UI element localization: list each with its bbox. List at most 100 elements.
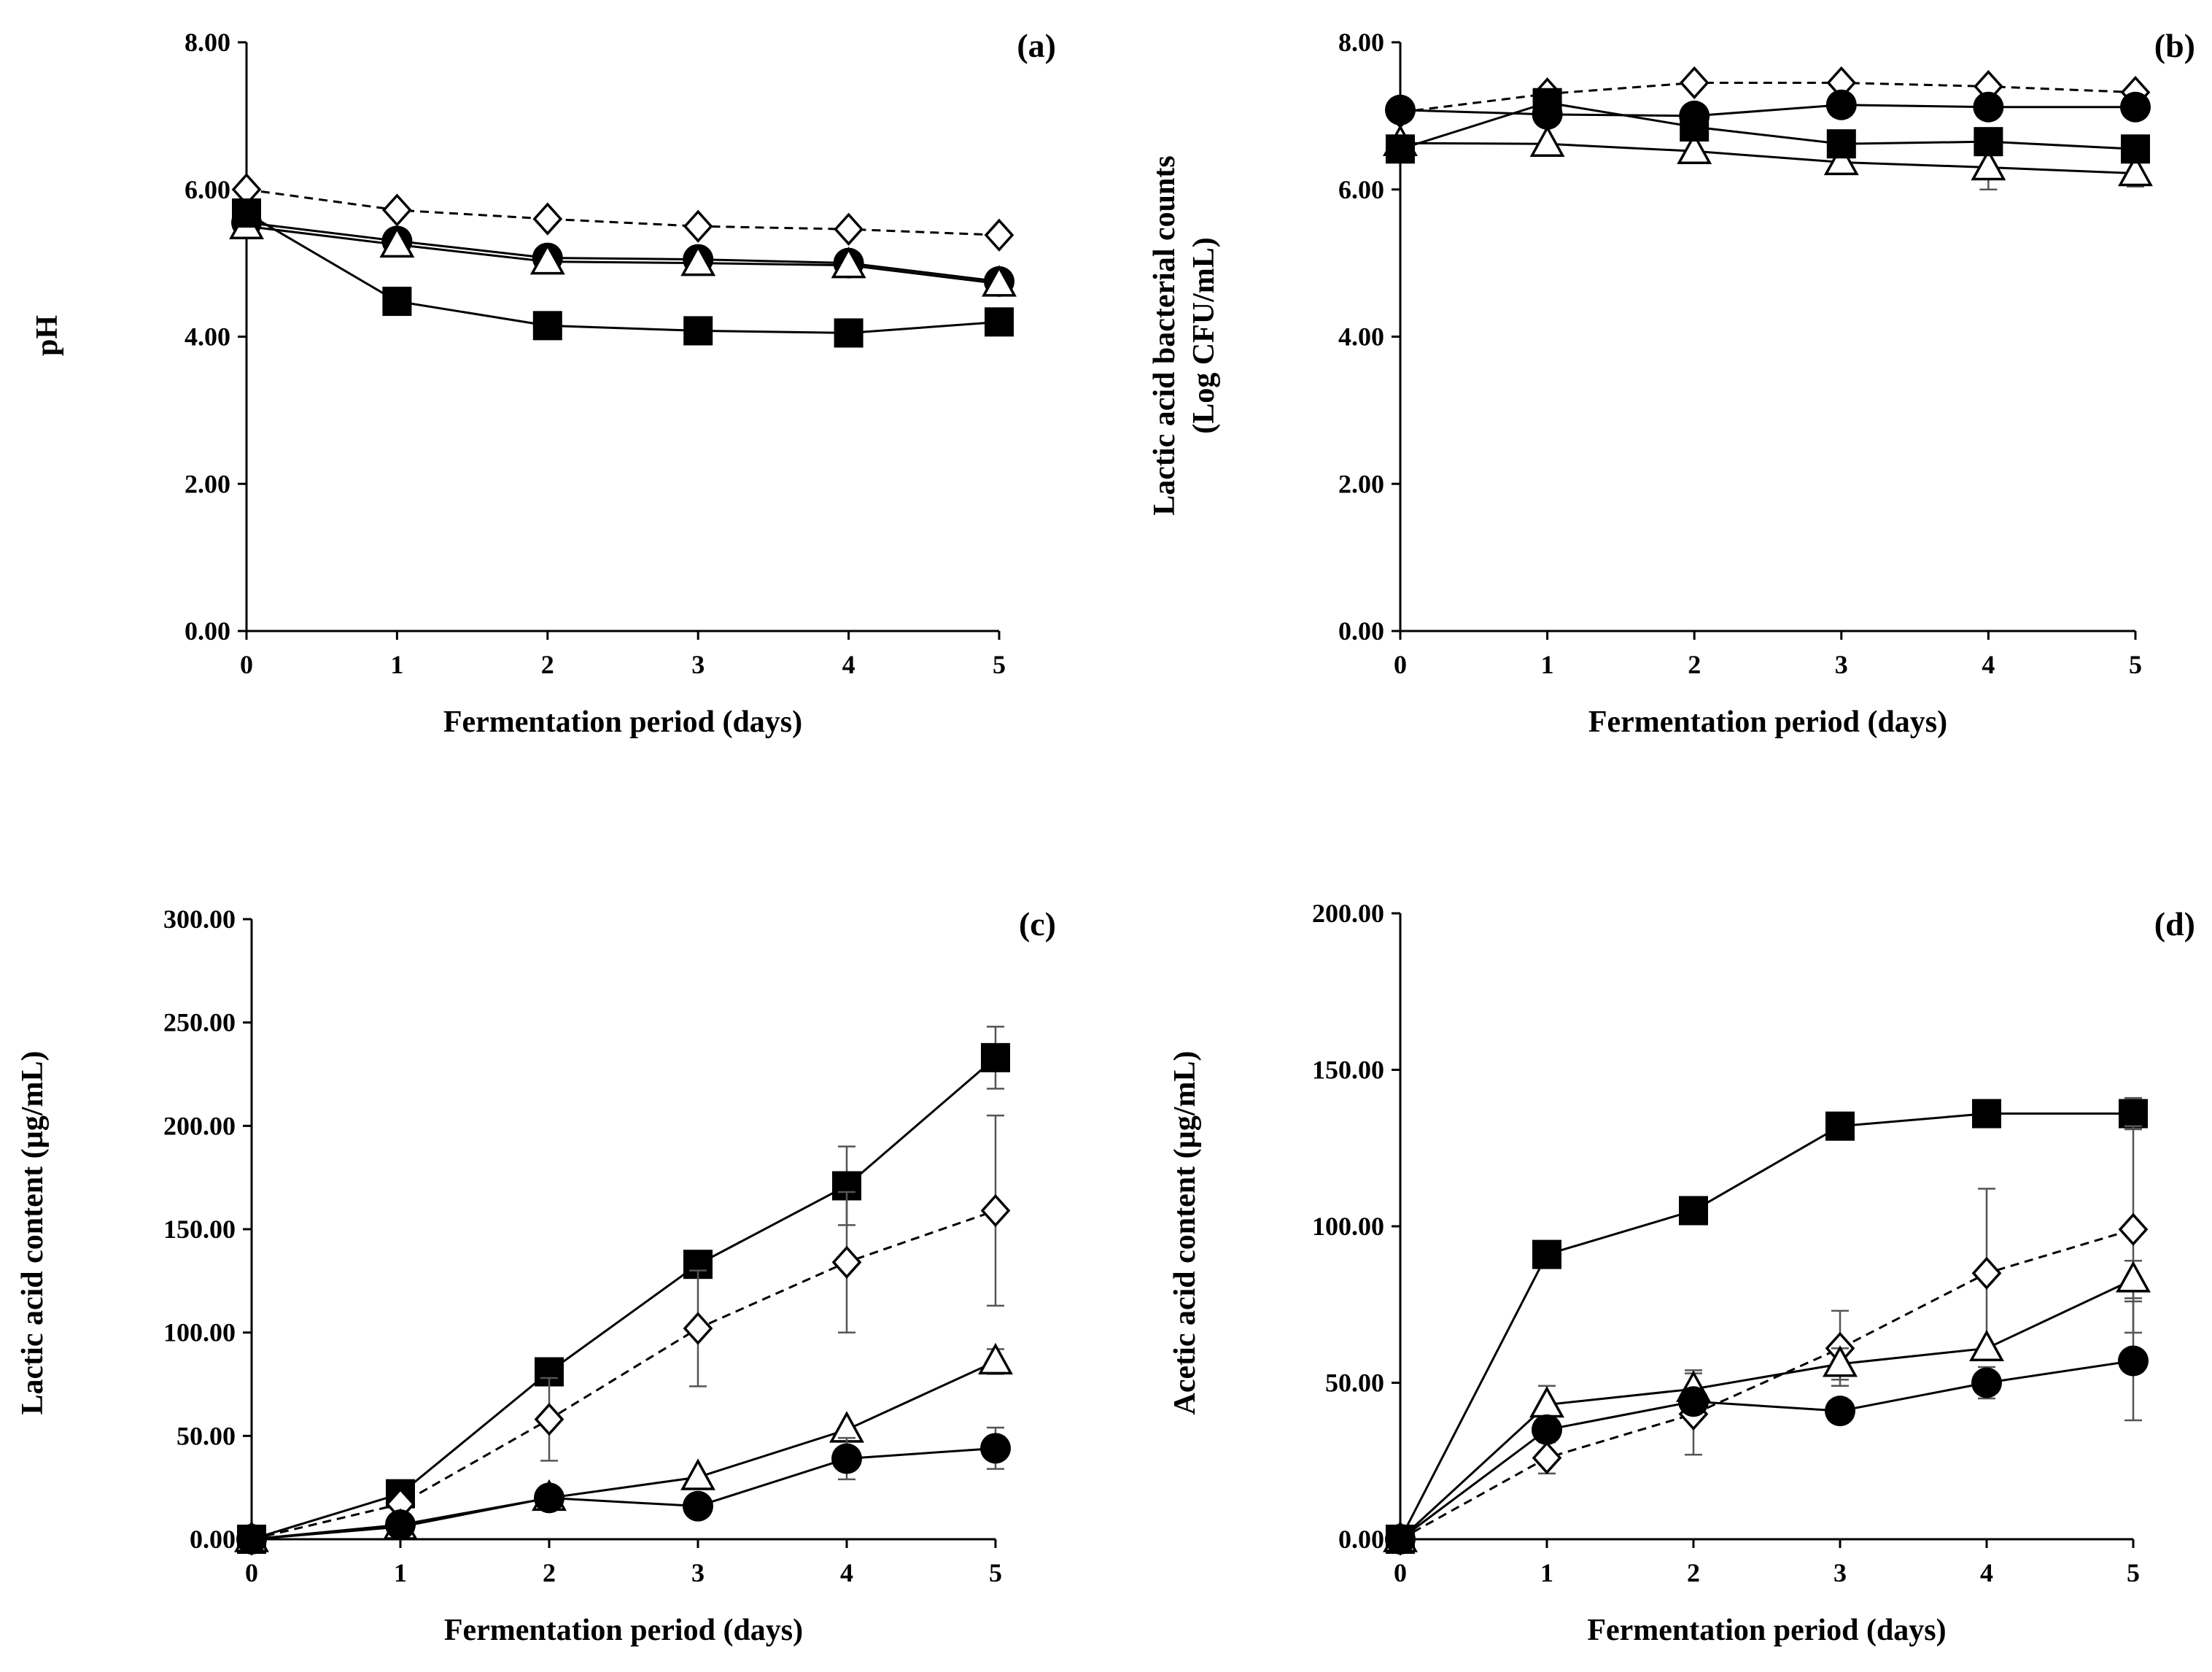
x-tick-label: 0: [245, 1558, 258, 1587]
series-circle-filled: [231, 207, 1014, 297]
y-tick-label: 6.00: [185, 175, 230, 204]
data-point-circle-filled: [1971, 1367, 2002, 1398]
series-square-filled: [232, 198, 1014, 348]
x-tick-label: 1: [1541, 650, 1554, 679]
data-point-diamond-open: [834, 212, 864, 246]
series-line: [251, 1210, 996, 1541]
x-tick-label: 5: [2127, 1558, 2140, 1587]
y-tick-label: 4.00: [185, 322, 230, 352]
y-tick-label: 300.00: [163, 905, 236, 934]
panel-label: (b): [2154, 27, 2195, 64]
data-point-circle-filled: [1825, 89, 1857, 120]
series-square-filled: [1386, 88, 2150, 164]
y-tick-label: 4.00: [1338, 322, 1384, 352]
data-point-circle-filled: [683, 1490, 713, 1522]
data-point-triangle-open: [1823, 1345, 1858, 1377]
data-point-square-filled: [1974, 127, 2003, 157]
data-point-square-filled: [1532, 88, 1562, 117]
y-tick-label: 150.00: [163, 1215, 236, 1244]
series-triangle-open: [234, 1342, 1013, 1552]
x-tick-label: 4: [1980, 1558, 1993, 1587]
data-point-diamond-open: [980, 1193, 1011, 1228]
series-line: [246, 221, 1000, 283]
data-point-diamond-open: [683, 1312, 713, 1345]
x-tick-label: 0: [1394, 650, 1407, 679]
y-tick-label: 8.00: [1338, 28, 1384, 57]
series-triangle-open: [229, 207, 1017, 297]
data-point-triangle-open: [1677, 132, 1712, 165]
y-tick-label: 150.00: [1312, 1056, 1384, 1085]
y-tick-label: 50.00: [1325, 1369, 1384, 1398]
panel-b: 0.00 2.00 4.00 6.00 8.00 0 1 2 3 4 5 Fermentation p…: [1148, 27, 2195, 739]
data-point-triangle-open: [831, 247, 866, 279]
data-point-square-filled: [981, 1042, 1010, 1072]
data-point-square-filled: [1679, 1196, 1708, 1226]
y-tick-label: 100.00: [163, 1318, 236, 1347]
x-tick-label: 2: [1688, 650, 1701, 679]
y-tick-label: 200.00: [163, 1111, 236, 1140]
data-point-circle-filled: [1385, 94, 1416, 125]
x-axis-title: Fermentation period (days): [444, 1614, 803, 1647]
series-line: [246, 225, 1000, 285]
x-tick-label: 4: [840, 1558, 853, 1587]
data-point-square-filled: [2119, 1099, 2148, 1129]
x-axis-title: Fermentation period (days): [1587, 1614, 1946, 1647]
series-line: [246, 188, 1000, 236]
panel-c: 0.00 50.00 100.00 150.00 200.00 250.00 300.00 0…: [16, 905, 1056, 1647]
x-tick-label: 5: [989, 1558, 1002, 1587]
data-point-triangle-open: [529, 242, 565, 275]
x-tick-label: 0: [1394, 1558, 1407, 1587]
panel-label: (a): [1017, 27, 1056, 64]
y-tick-label: 100.00: [1312, 1212, 1384, 1241]
data-point-diamond-open: [683, 209, 713, 243]
series-line: [1400, 81, 2136, 114]
x-tick-label: 0: [240, 650, 253, 679]
data-point-diamond-open: [2118, 1212, 2149, 1246]
data-point-square-filled: [1532, 1239, 1561, 1269]
x-tick-label: 1: [390, 650, 403, 679]
panel-label: (d): [2154, 905, 2195, 943]
series-line: [246, 212, 1000, 334]
data-point-square-filled: [2121, 134, 2150, 164]
y-axis-title: pH: [31, 315, 64, 356]
x-axis-title: Fermentation period (days): [1588, 705, 1947, 739]
x-tick-label: 4: [1982, 650, 1995, 679]
data-point-circle-filled: [385, 1509, 416, 1541]
data-point-triangle-open: [982, 265, 1017, 297]
data-point-square-filled: [1826, 129, 1856, 159]
data-point-square-filled: [532, 311, 562, 341]
x-tick-label: 1: [394, 1558, 407, 1587]
data-point-square-filled: [834, 318, 864, 348]
series-diamond-open: [1385, 1125, 2149, 1556]
data-point-circle-filled: [1385, 1524, 1416, 1555]
series-line: [1400, 1359, 2134, 1541]
data-point-triangle-open: [379, 225, 415, 258]
series-line: [1400, 101, 2136, 150]
data-point-triangle-open: [680, 1458, 715, 1490]
y-tick-label: 50.00: [176, 1421, 236, 1450]
data-point-triangle-open: [2116, 1261, 2151, 1293]
data-point-diamond-open: [1532, 1441, 1562, 1475]
series-line: [251, 1447, 996, 1541]
data-point-circle-filled: [534, 1482, 564, 1514]
data-point-circle-filled: [1532, 1414, 1562, 1445]
y-tick-label: 0.00: [1338, 616, 1384, 646]
y-tick-label: 2.00: [1338, 469, 1384, 498]
data-point-circle-filled: [1678, 1386, 1709, 1417]
data-point-square-filled: [382, 287, 412, 317]
x-tick-label: 4: [842, 650, 855, 679]
series-line: [1400, 142, 2136, 175]
x-tick-label: 3: [1833, 1558, 1847, 1587]
series-circle-filled: [1385, 1300, 2149, 1555]
data-point-diamond-open: [1971, 1256, 2002, 1290]
y-axis-title: Lactic acid bacterial counts: [1148, 155, 1181, 515]
series-square-filled: [237, 1026, 1010, 1554]
data-point-circle-filled: [2120, 91, 2151, 123]
y-tick-label: 250.00: [163, 1008, 236, 1037]
data-point-circle-filled: [2118, 1345, 2149, 1377]
series-line: [251, 1056, 996, 1541]
data-point-square-filled: [683, 316, 713, 346]
data-point-triangle-open: [1823, 143, 1859, 176]
x-tick-label: 2: [543, 1558, 556, 1587]
x-tick-label: 2: [541, 650, 554, 679]
